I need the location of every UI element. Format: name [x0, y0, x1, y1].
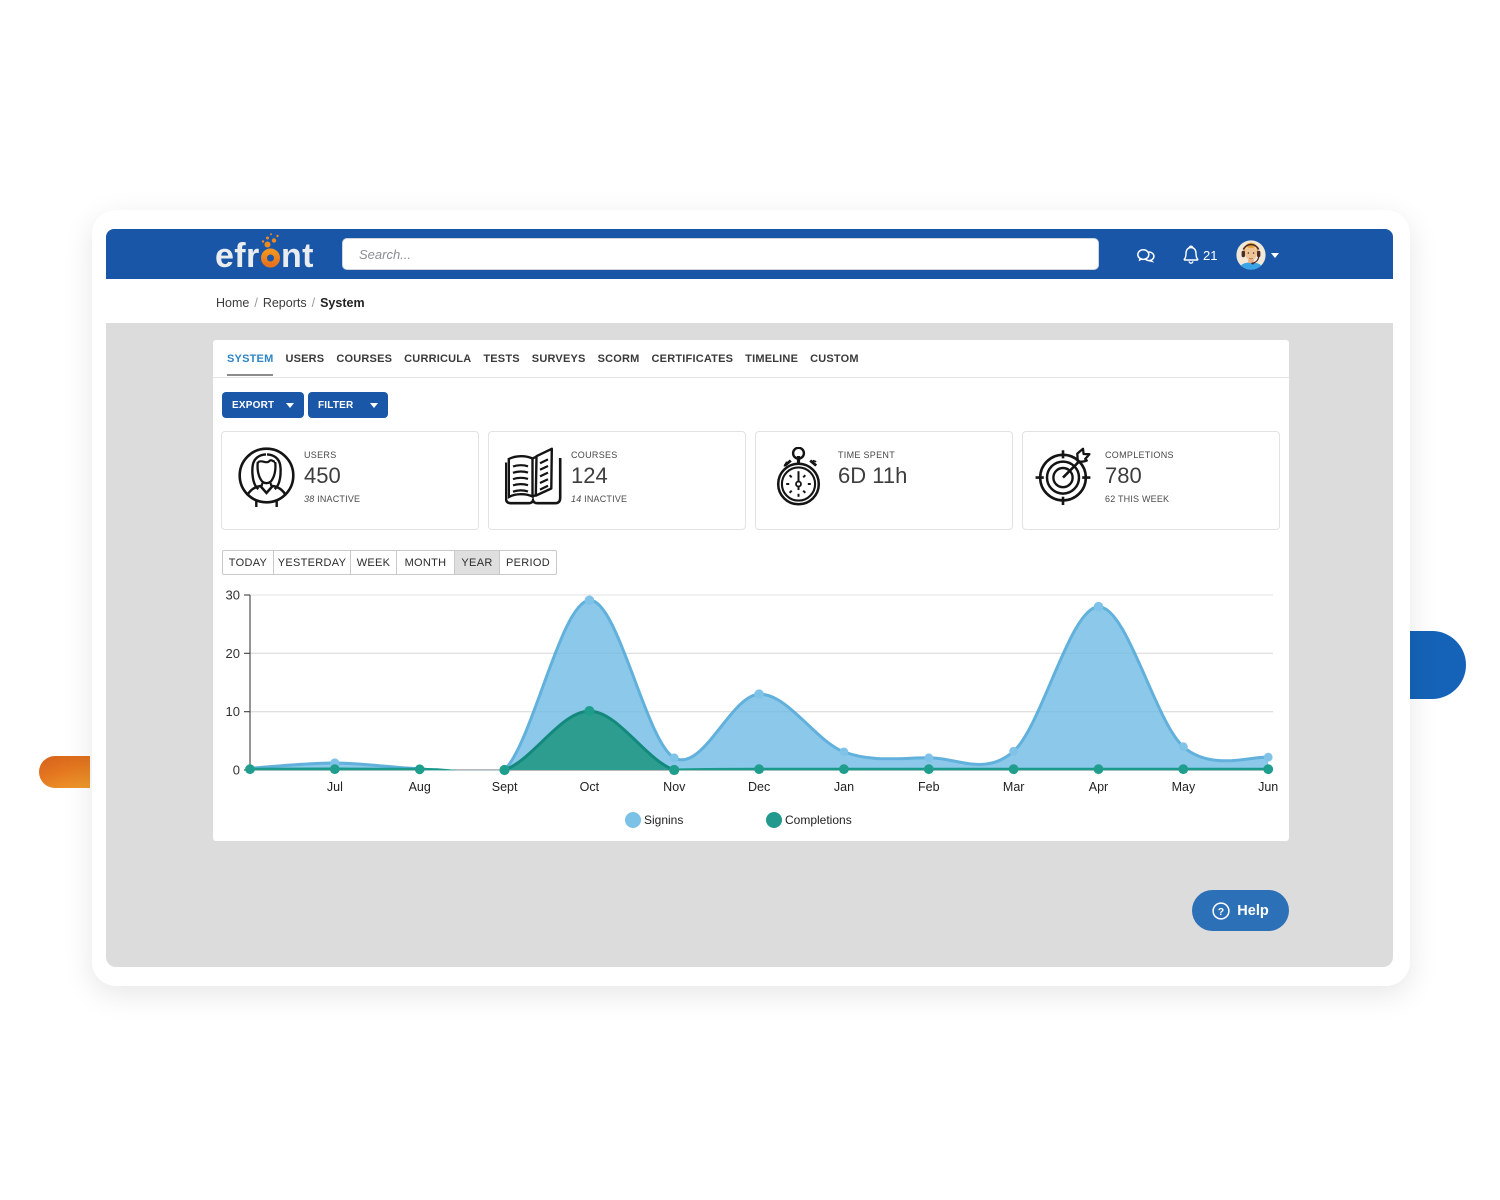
svg-text:Oct: Oct	[580, 780, 600, 794]
svg-text:Jun: Jun	[1258, 780, 1278, 794]
svg-text:Apr: Apr	[1089, 780, 1108, 794]
svg-text:Jul: Jul	[327, 780, 343, 794]
svg-text:Mar: Mar	[1003, 780, 1025, 794]
svg-text:10: 10	[226, 704, 240, 719]
svg-text:nt: nt	[281, 237, 314, 275]
svg-text:?: ?	[1218, 906, 1224, 918]
svg-text:Jan: Jan	[834, 780, 854, 794]
svg-text:20: 20	[226, 646, 240, 661]
svg-text:Feb: Feb	[918, 780, 940, 794]
svg-text:Dec: Dec	[748, 780, 770, 794]
svg-text:Nov: Nov	[663, 780, 686, 794]
svg-text:Aug: Aug	[409, 780, 431, 794]
svg-text:efr: efr	[216, 237, 260, 275]
svg-text:0: 0	[233, 763, 240, 778]
svg-text:May: May	[1172, 780, 1196, 794]
svg-text:30: 30	[226, 588, 240, 603]
svg-text:Sept: Sept	[492, 780, 518, 794]
